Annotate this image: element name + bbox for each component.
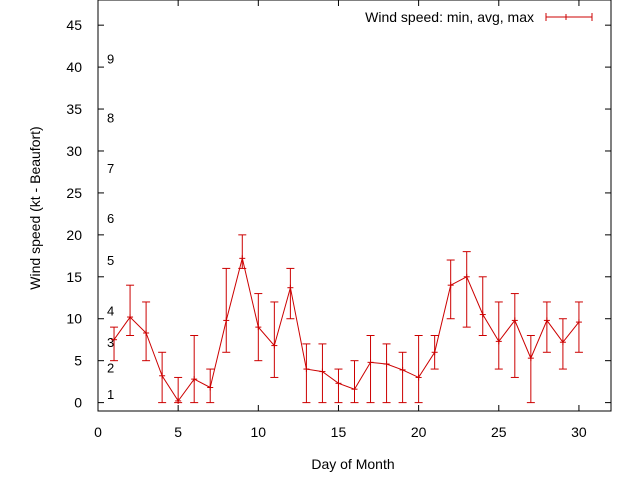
- y-tick-label: 25: [66, 185, 82, 201]
- y-tick-label: 0: [74, 395, 82, 411]
- data-point: [223, 317, 230, 324]
- data-point: [143, 329, 150, 336]
- data-point: [255, 324, 262, 331]
- data-point: [287, 284, 294, 291]
- y-tick-label: 15: [66, 269, 82, 285]
- beaufort-label: 8: [107, 110, 114, 125]
- data-point: [527, 355, 534, 362]
- data-point: [431, 349, 438, 356]
- legend-label: Wind speed: min, avg, max: [365, 9, 534, 25]
- data-point: [367, 359, 374, 366]
- x-tick-label: 15: [331, 424, 347, 440]
- x-tick-label: 30: [571, 424, 587, 440]
- series-layer: [110, 234, 583, 404]
- x-tick-label: 20: [411, 424, 427, 440]
- plot-frame: [97, 0, 612, 412]
- data-point: [351, 386, 358, 393]
- data-point: [559, 339, 566, 346]
- data-point: [159, 372, 166, 379]
- y-axis-title: Wind speed (kt - Beaufort): [27, 126, 43, 289]
- y-tick-label: 40: [66, 59, 82, 75]
- data-point: [335, 380, 342, 387]
- beaufort-label: 2: [107, 360, 114, 375]
- data-point: [271, 342, 278, 349]
- data-point: [447, 282, 454, 289]
- data-point: [175, 397, 182, 404]
- x-axis-title: Day of Month: [311, 456, 394, 472]
- beaufort-label: 4: [107, 303, 114, 318]
- beaufort-label: 9: [107, 52, 114, 67]
- x-tick-label: 0: [94, 424, 102, 440]
- y-tick-label: 45: [66, 17, 82, 33]
- data-point: [383, 361, 390, 368]
- data-point: [575, 319, 582, 326]
- beaufort-labels: 1 2 3 4 5 6 7 8 9: [107, 52, 114, 403]
- beaufort-label: 7: [107, 161, 114, 176]
- data-point: [207, 384, 214, 391]
- y-tick-label: 10: [66, 311, 82, 327]
- legend: Wind speed: min, avg, max: [365, 9, 593, 25]
- data-point: [303, 366, 310, 373]
- data-point: [511, 317, 518, 324]
- x-tick-label: 5: [174, 424, 182, 440]
- beaufort-label: 5: [107, 253, 114, 268]
- beaufort-label: 3: [107, 335, 114, 350]
- data-point: [319, 368, 326, 375]
- data-point: [399, 366, 406, 373]
- data-point: [127, 314, 134, 321]
- series-line: [113, 258, 580, 402]
- y-tick-label: 20: [66, 227, 82, 243]
- x-tick-label: 10: [251, 424, 267, 440]
- data-point: [543, 317, 550, 324]
- data-point: [463, 273, 470, 280]
- data-point: [111, 336, 118, 343]
- data-point: [415, 374, 422, 381]
- data-point: [191, 376, 198, 383]
- y-tick-label: 5: [74, 353, 82, 369]
- beaufort-label: 1: [107, 387, 114, 402]
- y-tick-label: 35: [66, 101, 82, 117]
- y-tick-label: 30: [66, 143, 82, 159]
- x-tick-label: 25: [491, 424, 507, 440]
- data-point: [495, 338, 502, 345]
- data-point: [479, 311, 486, 318]
- beaufort-label: 6: [107, 211, 114, 226]
- data-point: [239, 255, 246, 262]
